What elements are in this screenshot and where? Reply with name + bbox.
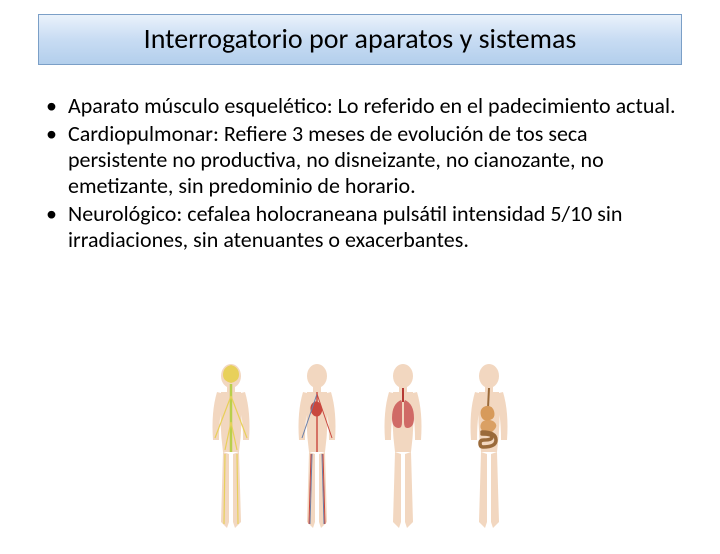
slide-content: Aparato músculo esquelético: Lo referido… [40,93,680,253]
anatomy-figure-respiratory-icon [369,362,437,532]
anatomy-figure-nervous-icon [197,362,265,532]
bullet-item: Aparato músculo esquelético: Lo referido… [40,93,680,119]
bullet-item: Neurológico: cefalea holocraneana pulsát… [40,201,680,253]
anatomy-figures-row [0,362,720,532]
bullet-item: Cardiopulmonar: Refiere 3 meses de evolu… [40,121,680,199]
anatomy-figure-circulatory-icon [283,362,351,532]
bullet-list: Aparato músculo esquelético: Lo referido… [40,93,680,253]
anatomy-figure-digestive-icon [455,362,523,532]
slide-title-box: Interrogatorio por aparatos y sistemas [38,14,682,65]
slide-title: Interrogatorio por aparatos y sistemas [39,21,681,56]
